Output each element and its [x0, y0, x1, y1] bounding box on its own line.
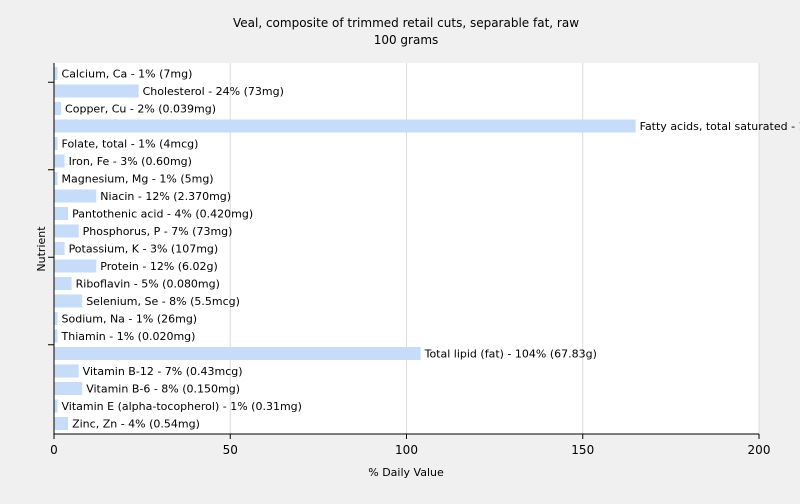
bar-label: Pantothenic acid - 4% (0.420mg) [72, 208, 253, 221]
axis-layer: 0 50 100 150 200 [48, 63, 770, 457]
x-tick-label: 150 [571, 443, 594, 457]
bar [54, 294, 83, 308]
bar [54, 137, 58, 150]
y-axis-label: Nutrient [35, 226, 48, 272]
bar-label: Copper, Cu - 2% (0.039mg) [65, 103, 216, 116]
bar-label: Phosphorus, P - 7% (73mg) [83, 225, 233, 238]
bar [54, 154, 65, 168]
bar-label: Iron, Fe - 3% (0.60mg) [69, 155, 192, 168]
bar-label: Vitamin E (alpha-tocopherol) - 1% (0.31m… [62, 400, 302, 413]
bar-label: Folate, total - 1% (4mcg) [62, 138, 199, 151]
bar [54, 329, 58, 343]
bar [54, 399, 58, 413]
bar-label: Cholesterol - 24% (73mg) [143, 85, 284, 98]
bar [54, 259, 97, 273]
bar [54, 312, 58, 325]
x-tick-label: 50 [223, 443, 238, 457]
bar-label: Magnesium, Mg - 1% (5mg) [62, 173, 214, 186]
x-tick-label: 0 [50, 443, 58, 457]
x-tick-label: 200 [748, 443, 771, 457]
bar [54, 382, 83, 395]
bar [54, 207, 69, 220]
chart-subtitle: 100 grams [374, 33, 439, 47]
bar-label: Sodium, Na - 1% (26mg) [62, 313, 198, 326]
bar [54, 242, 65, 255]
bar [54, 102, 62, 115]
bar-label: Potassium, K - 3% (107mg) [69, 243, 219, 256]
bar-label: Fatty acids, total saturated - 165% (32.… [640, 120, 800, 133]
bar-label: Vitamin B-6 - 8% (0.150mg) [86, 383, 240, 396]
bar [54, 119, 636, 133]
x-tick-label: 100 [395, 443, 418, 457]
bar [54, 67, 58, 80]
bar [54, 347, 421, 360]
chart-title: Veal, composite of trimmed retail cuts, … [233, 16, 579, 30]
bar [54, 417, 69, 430]
bar-label: Thiamin - 1% (0.020mg) [61, 330, 196, 343]
bar-label: Zinc, Zn - 4% (0.54mg) [72, 418, 200, 431]
bar-layer: Calcium, Ca - 1% (7mg) Cholesterol - 24% … [54, 67, 800, 431]
bar-label: Calcium, Ca - 1% (7mg) [62, 68, 193, 81]
bar [54, 189, 97, 203]
bar-label: Niacin - 12% (2.370mg) [100, 190, 231, 203]
bar-label: Protein - 12% (6.02g) [100, 260, 218, 273]
bar-label: Total lipid (fat) - 104% (67.83g) [424, 348, 597, 361]
bar-label: Selenium, Se - 8% (5.5mcg) [86, 295, 240, 308]
x-axis-label: % Daily Value [368, 466, 444, 479]
bar [54, 277, 72, 290]
bar [54, 224, 79, 238]
bar-label: Vitamin B-12 - 7% (0.43mcg) [83, 365, 243, 378]
bar-label: Riboflavin - 5% (0.080mg) [76, 278, 220, 291]
bar [54, 84, 139, 98]
bar [54, 172, 58, 185]
bar [54, 364, 79, 378]
